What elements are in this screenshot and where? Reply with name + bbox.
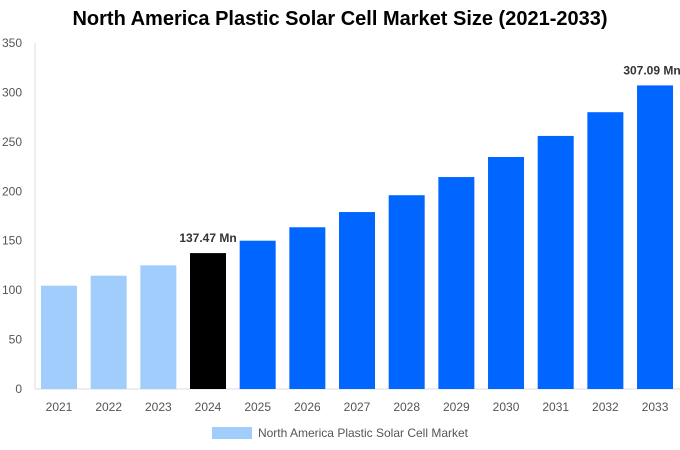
y-tick-label: 150 [2, 234, 22, 248]
y-tick-label: 350 [2, 36, 22, 50]
bar-2023 [140, 265, 177, 389]
x-tick-label: 2022 [95, 400, 122, 414]
x-tick-label: 2030 [493, 400, 520, 414]
x-tick-label: 2027 [344, 400, 371, 414]
bar-2026 [289, 227, 326, 389]
bar-2024 [190, 253, 227, 389]
x-tick-label: 2031 [542, 400, 569, 414]
y-tick-label: 200 [2, 184, 22, 198]
y-tick-label: 300 [2, 85, 22, 99]
bar-2033 [637, 85, 674, 389]
y-tick-label: 250 [2, 135, 22, 149]
x-tick-label: 2032 [592, 400, 619, 414]
x-tick-label: 2023 [145, 400, 172, 414]
data-label: 307.09 Mn [623, 63, 680, 77]
data-label: 137.47 Mn [179, 231, 236, 245]
x-tick-label: 2021 [46, 400, 73, 414]
legend-label: North America Plastic Solar Cell Market [257, 426, 469, 440]
x-tick-label: 2024 [195, 400, 222, 414]
bar-2028 [388, 195, 425, 389]
y-tick-label: 0 [15, 382, 22, 396]
bar-2030 [488, 156, 525, 389]
bar-2022 [90, 275, 127, 389]
bar-2021 [41, 285, 77, 389]
y-tick-label: 100 [2, 283, 22, 297]
bar-2029 [438, 177, 475, 389]
x-tick-label: 2029 [443, 400, 470, 414]
x-tick-label: 2028 [393, 400, 420, 414]
legend: North America Plastic Solar Cell Market [0, 426, 680, 440]
bar-2032 [587, 112, 624, 389]
x-tick-label: 2025 [244, 400, 271, 414]
legend-swatch [211, 427, 252, 439]
y-tick-label: 50 [9, 333, 23, 347]
bar-2025 [239, 240, 276, 389]
x-tick-label: 2033 [642, 400, 669, 414]
x-tick-label: 2026 [294, 400, 321, 414]
bar-2031 [537, 135, 574, 389]
chart-title: North America Plastic Solar Cell Market … [72, 8, 608, 30]
bar-2027 [339, 212, 376, 389]
bar-chart: 0 50 100 150 200 250 300 350 2021 2022 2023 2024 137… [2, 36, 680, 414]
